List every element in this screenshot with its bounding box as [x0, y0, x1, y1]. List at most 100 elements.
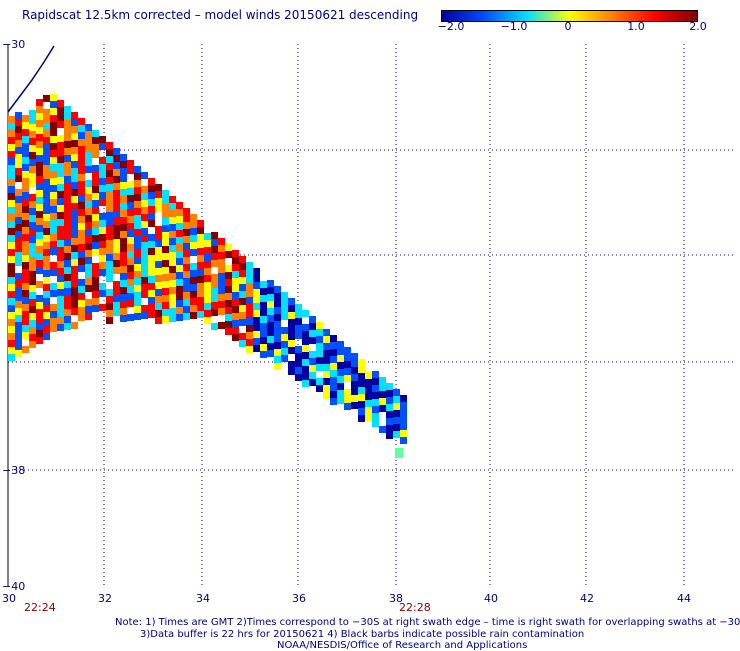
swath-cell [22, 171, 29, 178]
swath-cell [183, 257, 190, 264]
swath-cell [120, 259, 127, 266]
swath-cell [106, 275, 113, 282]
swath-cell [29, 278, 36, 285]
swath-cell [8, 172, 15, 179]
swath-cell [127, 209, 134, 216]
swath-cell [57, 212, 64, 219]
swath-cell [162, 232, 169, 239]
swath-cell [309, 337, 316, 344]
swath-cell [141, 207, 148, 214]
swath-cell [8, 263, 15, 270]
swath-cell [162, 190, 169, 197]
swath-cell [190, 291, 197, 298]
swath-cell [29, 166, 36, 173]
swath-cell [169, 224, 176, 231]
swath-cell [197, 283, 204, 290]
swath-cell [232, 264, 239, 271]
swath-cell [57, 170, 64, 177]
swath-cell [274, 356, 281, 363]
coastline [7, 45, 55, 113]
swath-cell [29, 306, 36, 313]
swath-cell [148, 192, 155, 199]
swath-cell [169, 301, 176, 308]
swath-cell [337, 390, 344, 397]
swath-cell [99, 178, 106, 185]
swath-cell [85, 180, 92, 187]
swath-cell [29, 257, 36, 264]
swath-cell [141, 221, 148, 228]
swath-cell [330, 335, 337, 342]
swath-cell [113, 239, 120, 246]
swath-cell [134, 194, 141, 201]
swath-cell [274, 321, 281, 328]
swath-cell [29, 264, 36, 271]
swath-cell [162, 274, 169, 281]
swath-cell [92, 137, 99, 144]
swath-cell [260, 288, 267, 295]
swath-cell [43, 207, 50, 214]
swath-cell [92, 151, 99, 158]
swath-cell [15, 322, 22, 329]
swath-cell [162, 204, 169, 211]
swath-cell [8, 256, 15, 263]
swath-cell [15, 301, 22, 308]
swath-cell [99, 241, 106, 248]
swath-cell [197, 248, 204, 255]
swath-cell [15, 336, 22, 343]
swath-cell [78, 167, 85, 174]
swath-cell [78, 181, 85, 188]
swath-cell [29, 201, 36, 208]
swath-cell [120, 245, 127, 252]
swath-cell [148, 234, 155, 241]
note-line-1: Note: 1) Times are GMT 2)Times correspon… [115, 617, 740, 628]
swath-cell [8, 312, 15, 319]
note-line-3: NOAA/NESDIS/Office of Research and Appli… [277, 640, 528, 651]
swath-cell [232, 271, 239, 278]
swath-cell [57, 226, 64, 233]
swath-cell [274, 335, 281, 342]
swath-cell [43, 172, 50, 179]
swath-cell [78, 118, 85, 125]
swath-cell [85, 152, 92, 159]
swath-cell [197, 290, 204, 297]
swath-cell [225, 300, 232, 307]
swath-cell [281, 341, 288, 348]
swath-cell [113, 211, 120, 218]
swath-cell [134, 166, 141, 173]
swath-cell [120, 161, 127, 168]
swath-cell [162, 281, 169, 288]
swath-cell [393, 410, 400, 417]
swath-cell [99, 192, 106, 199]
swath-cell [15, 189, 22, 196]
swath-cell [393, 424, 400, 431]
swath-cell [239, 333, 246, 340]
swath-cell [323, 343, 330, 350]
swath-cell [92, 200, 99, 207]
swath-cell [232, 327, 239, 334]
swath-cell [78, 230, 85, 237]
swath-cell [29, 292, 36, 299]
swath-cell [211, 274, 218, 281]
swath-cell [15, 217, 22, 224]
swath-cell [85, 299, 92, 306]
swath-cell [64, 295, 71, 302]
swath-cell [15, 238, 22, 245]
swath-cell [106, 310, 113, 317]
swath-cell [134, 313, 141, 320]
swath-cell [288, 347, 295, 354]
swath-cell [57, 240, 64, 247]
swath-cell [134, 257, 141, 264]
swath-cell [239, 263, 246, 270]
swath-cell [36, 148, 43, 155]
swath-cell [36, 176, 43, 183]
swath-cell [64, 316, 71, 323]
swath-cell [78, 216, 85, 223]
swath-cell [64, 218, 71, 225]
swath-cell [8, 228, 15, 235]
swath-cell [351, 353, 358, 360]
swath-cell [106, 163, 113, 170]
swath-cell [50, 234, 57, 241]
swath-cell [113, 246, 120, 253]
swath-cell [148, 262, 155, 269]
